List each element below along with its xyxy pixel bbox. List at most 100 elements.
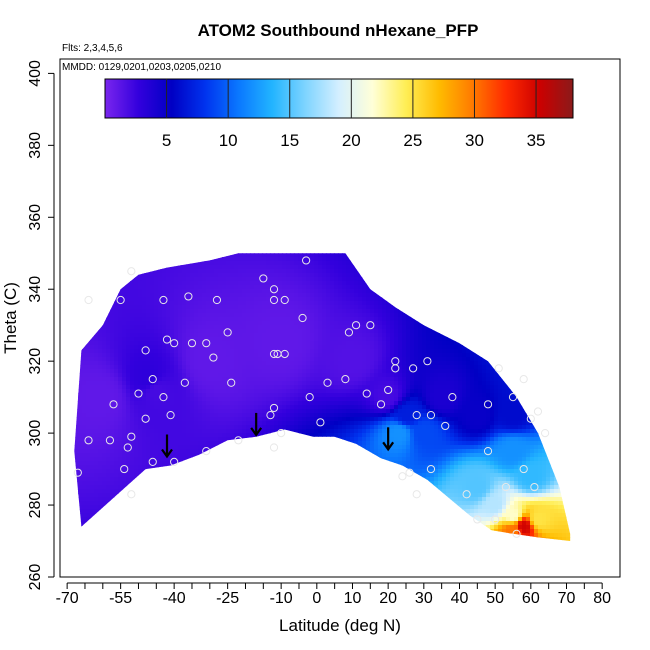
field-cell (234, 337, 239, 342)
field-cell (446, 317, 451, 322)
field-cell (238, 257, 243, 262)
field-cell (474, 345, 479, 350)
field-cell (418, 309, 423, 314)
field-cell (462, 337, 467, 342)
field-cell (566, 269, 571, 274)
field-cell (390, 369, 395, 374)
field-cell (402, 349, 407, 354)
field-cell (522, 337, 527, 342)
field-cell (198, 325, 203, 330)
field-cell (210, 257, 215, 262)
field-cell (426, 389, 431, 394)
field-cell (174, 285, 179, 290)
field-cell (138, 333, 143, 338)
field-cell (514, 269, 519, 274)
field-cell (242, 341, 247, 346)
field-cell (94, 325, 99, 330)
field-cell (418, 377, 423, 382)
field-cell (250, 393, 255, 398)
field-cell (534, 341, 539, 346)
field-cell (330, 369, 335, 374)
field-cell (170, 261, 175, 266)
field-cell (530, 373, 535, 378)
field-cell (186, 297, 191, 302)
field-cell (542, 345, 547, 350)
field-cell (562, 253, 567, 258)
field-cell (110, 409, 115, 414)
field-cell (538, 309, 543, 314)
field-cell (314, 293, 319, 298)
field-cell (166, 337, 171, 342)
field-cell (442, 341, 447, 346)
field-cell (350, 293, 355, 298)
field-cell (434, 301, 439, 306)
field-cell (338, 285, 343, 290)
field-cell (346, 293, 351, 298)
field-cell (426, 317, 431, 322)
field-cell (278, 265, 283, 270)
field-cell (362, 333, 367, 338)
field-cell (530, 397, 535, 402)
field-cell (350, 373, 355, 378)
field-cell (350, 273, 355, 278)
field-cell (102, 277, 107, 282)
field-cell (450, 397, 455, 402)
field-cell (118, 277, 123, 282)
field-cell (358, 313, 363, 318)
field-cell (510, 385, 515, 390)
field-cell (166, 405, 171, 410)
field-cell (186, 289, 191, 294)
field-cell (186, 333, 191, 338)
field-cell (462, 349, 467, 354)
field-cell (302, 257, 307, 262)
field-cell (134, 345, 139, 350)
field-cell (198, 393, 203, 398)
field-cell (554, 333, 559, 338)
field-cell (86, 357, 91, 362)
field-cell (558, 333, 563, 338)
field-cell (274, 277, 279, 282)
field-cell (246, 269, 251, 274)
field-cell (78, 333, 83, 338)
field-cell (570, 381, 571, 386)
field-cell (366, 333, 371, 338)
field-cell (338, 357, 343, 362)
field-cell (450, 409, 455, 414)
field-cell (402, 289, 407, 294)
field-cell (486, 389, 491, 394)
field-cell (518, 325, 523, 330)
field-cell (182, 257, 187, 262)
field-cell (346, 401, 351, 406)
field-cell (250, 301, 255, 306)
field-cell (298, 305, 303, 310)
field-cell (510, 277, 515, 282)
field-cell (146, 261, 151, 266)
field-cell (146, 341, 151, 346)
field-cell (90, 385, 95, 390)
field-cell (550, 313, 555, 318)
field-cell (462, 321, 467, 326)
field-cell (170, 333, 175, 338)
field-cell (158, 409, 163, 414)
field-cell (354, 389, 359, 394)
field-cell (182, 333, 187, 338)
field-cell (370, 273, 375, 278)
field-cell (114, 273, 119, 278)
field-cell (402, 389, 407, 394)
field-cell (86, 269, 91, 274)
field-cell (134, 285, 139, 290)
field-cell (178, 349, 183, 354)
field-cell (570, 293, 571, 298)
field-cell (310, 277, 315, 282)
field-cell (398, 361, 403, 366)
field-cell (530, 289, 535, 294)
field-cell (430, 289, 435, 294)
field-cell (78, 405, 83, 410)
field-cell (190, 345, 195, 350)
field-cell (326, 297, 331, 302)
field-cell (422, 349, 427, 354)
field-cell (254, 313, 259, 318)
field-cell (94, 301, 99, 306)
field-cell (202, 341, 207, 346)
field-cell (490, 365, 495, 370)
